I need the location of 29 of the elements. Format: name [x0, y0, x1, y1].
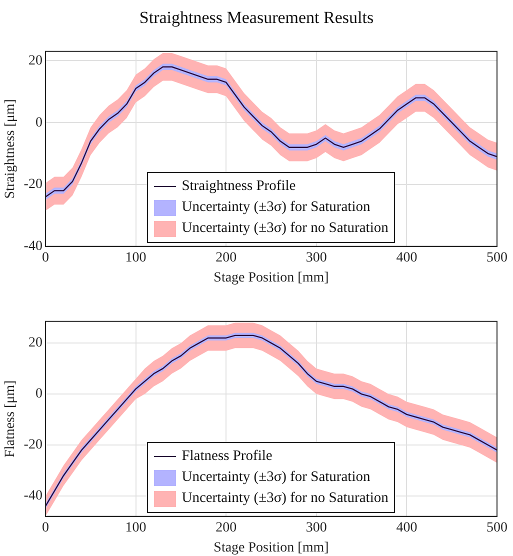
y-axis-title: Straightness [μm]: [3, 99, 18, 199]
legend-label: Uncertainty (±3σ) for no Saturation: [182, 220, 388, 238]
legend-label: Straightness Profile: [182, 178, 296, 196]
x-tick-label: 200: [216, 520, 237, 536]
legend-label: Uncertainty (±3σ) for Saturation: [182, 469, 370, 486]
legend-label: Uncertainty (±3σ) for Saturation: [182, 199, 370, 216]
y-tick-label: -40: [24, 239, 42, 254]
x-tick-label: 500: [486, 250, 508, 266]
x-axis-title: Stage Position [mm]: [214, 540, 329, 556]
x-tick-label: 100: [125, 520, 146, 536]
y-axis-title: Flatness [μm]: [3, 380, 18, 458]
y-tick-label: 20: [28, 53, 42, 68]
y-tick-label: 0: [35, 386, 42, 402]
x-tick-label: 500: [486, 520, 508, 536]
x-axis-title: Stage Position [mm]: [214, 270, 329, 286]
x-tick-label: 400: [396, 250, 418, 266]
y-tick-label: 0: [35, 115, 42, 130]
legend-label: Flatness Profile: [182, 448, 272, 466]
y-tick-label: -20: [24, 438, 42, 453]
legend-label: Uncertainty (±3σ) for no Saturation: [182, 490, 388, 508]
x-tick-label: 300: [306, 520, 327, 536]
y-tick-label: -20: [24, 177, 42, 192]
y-tick-label: 20: [28, 336, 42, 351]
chart-title: Straightness Measurement Results: [138, 7, 375, 29]
x-tick-label: 300: [306, 250, 327, 266]
x-tick-label: 200: [216, 250, 237, 266]
x-tick-label: 100: [125, 250, 146, 266]
x-tick-label: 400: [396, 520, 418, 536]
y-tick-label: -40: [24, 488, 42, 504]
